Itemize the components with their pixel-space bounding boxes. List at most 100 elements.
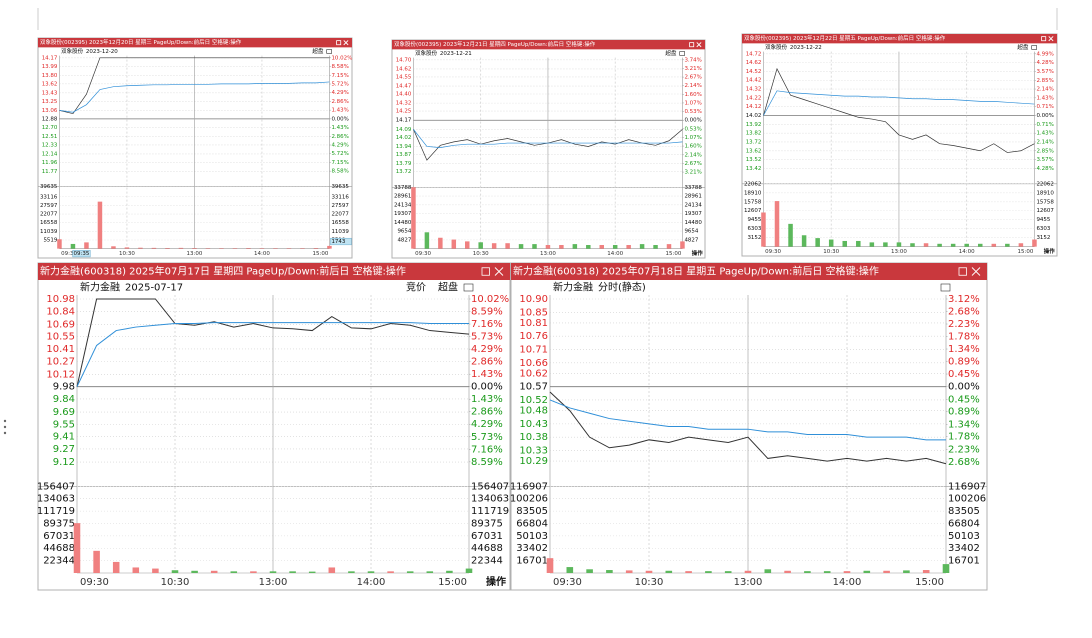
toolbar-button[interactable]: 超盘 — [1017, 43, 1029, 51]
percent-tick-label: 2.14% — [1036, 139, 1053, 145]
volume-tick-label: 11039 — [40, 229, 58, 235]
close-button[interactable] — [971, 267, 981, 276]
volume-tick-label: 50103 — [516, 531, 548, 542]
volume-tick-label: 19307 — [394, 211, 412, 217]
volume-tick-label: 4827 — [684, 237, 698, 243]
volume-tick-label: 14480 — [394, 220, 412, 226]
price-tick-label: 14.42 — [746, 78, 762, 84]
panel-icon[interactable] — [463, 283, 474, 292]
volume-bar — [724, 571, 732, 573]
volume-bar — [465, 568, 473, 573]
price-tick-label: 10.98 — [46, 294, 75, 305]
close-button[interactable] — [696, 42, 702, 48]
percent-tick-label: 2.67% — [684, 161, 701, 167]
volume-tick-label: 14480 — [684, 220, 702, 226]
volume-bar — [97, 201, 103, 249]
percent-tick-label: 1.43% — [471, 369, 503, 380]
price-tick-label: 10.55 — [46, 332, 75, 343]
maximize-button[interactable] — [481, 267, 490, 276]
maximize-button[interactable] — [336, 40, 342, 46]
volume-bar — [774, 201, 780, 247]
close-button[interactable] — [343, 40, 349, 46]
percent-tick-label: 1.43% — [1036, 95, 1053, 101]
volume-tick-label: 18910 — [1036, 190, 1054, 196]
time-tick-label: 09:30 — [765, 249, 781, 255]
percent-tick-label: 0.89% — [948, 357, 980, 368]
price-tick-label: 13.87 — [396, 152, 412, 158]
panel-icon[interactable] — [326, 49, 332, 54]
volume-bar — [246, 248, 251, 249]
panel-icon[interactable] — [1031, 45, 1037, 50]
volume-tick-label: 39635 — [40, 184, 58, 190]
price-tick-label: 14.32 — [396, 101, 412, 107]
time-tick-label: 14:00 — [357, 577, 386, 588]
time-tick-label: 09:30 — [61, 251, 77, 257]
percent-tick-label: 4.29% — [331, 143, 348, 149]
toolbar-button[interactable]: 超盘 — [438, 281, 458, 294]
percent-tick-label: 10.02% — [471, 294, 509, 305]
percent-tick-label: 0.00% — [948, 382, 980, 393]
stock-name: 新力金融 — [553, 281, 593, 294]
percent-tick-label: 3.57% — [1036, 69, 1053, 75]
action-label[interactable]: 操作 — [486, 575, 506, 588]
percent-tick-label: 1.34% — [948, 344, 980, 355]
volume-bar — [151, 247, 157, 249]
price-tick-label: 14.40 — [396, 92, 412, 98]
percent-tick-label: 2.14% — [684, 152, 701, 158]
percent-tick-label: 0.53% — [684, 126, 701, 132]
volume-tick-label: 100206 — [948, 494, 986, 505]
volume-bar — [842, 240, 848, 247]
window-title: 双象股份(002395) 2023年12月22日 星期五 PageUp/Down… — [744, 34, 946, 42]
panel-icon[interactable] — [940, 283, 951, 292]
volume-bar — [950, 243, 956, 247]
price-tick-label: 11.77 — [42, 169, 58, 175]
volume-bar — [446, 570, 453, 573]
average-line — [549, 399, 946, 441]
volume-tick-label: 22077 — [331, 212, 349, 218]
maximize-button[interactable] — [958, 267, 967, 276]
action-label[interactable]: 操作 — [1044, 247, 1056, 255]
toolbar-button[interactable]: 超盘 — [665, 49, 677, 57]
volume-bar — [788, 223, 793, 247]
volume-tick-label: 134063 — [37, 494, 75, 505]
volume-tick-label: 9455 — [1036, 217, 1050, 223]
volume-bar — [112, 561, 120, 573]
price-tick-label: 10.84 — [46, 306, 75, 317]
volume-bar — [70, 243, 76, 249]
volume-bar — [191, 570, 198, 573]
price-tick-label: 14.52 — [746, 69, 762, 75]
volume-tick-label: 134063 — [471, 494, 509, 505]
price-tick-label: 10.41 — [46, 344, 75, 355]
volume-tick-label: 22077 — [40, 212, 58, 218]
volume-bar — [406, 571, 414, 573]
percent-tick-label: 5.73% — [471, 332, 503, 343]
toolbar-button[interactable]: 竞价 — [406, 281, 426, 294]
action-label[interactable]: 操作 — [692, 249, 704, 257]
volume-bar — [250, 571, 257, 573]
toolbar-button[interactable]: 超盘 — [312, 47, 324, 55]
time-tick-label: 10:30 — [635, 577, 664, 588]
maximize-button[interactable] — [1041, 36, 1047, 42]
volume-bar — [424, 232, 430, 249]
price-tick-label: 10.90 — [519, 294, 548, 305]
price-tick-label: 10.85 — [519, 307, 548, 318]
maximize-button[interactable] — [689, 42, 695, 48]
volume-bar — [478, 242, 483, 249]
volume-bar — [327, 245, 332, 249]
percent-tick-label: 10.02% — [331, 55, 352, 61]
volume-bar — [566, 567, 574, 573]
price-tick-label: 12.14 — [42, 151, 58, 157]
close-button[interactable] — [494, 267, 504, 276]
volume-bar — [922, 570, 930, 573]
percent-tick-label: 1.34% — [948, 419, 980, 430]
volume-tick-label: 156407 — [37, 481, 75, 492]
price-tick-label: 12.70 — [42, 125, 58, 131]
window — [741, 33, 1058, 257]
volume-bar — [977, 243, 983, 247]
percent-tick-label: 3.21% — [684, 170, 701, 176]
time-tick-label: 14:00 — [959, 249, 975, 255]
time-tick-label: 15:00 — [438, 577, 467, 588]
close-button[interactable] — [1048, 36, 1054, 42]
panel-icon[interactable] — [679, 51, 685, 56]
